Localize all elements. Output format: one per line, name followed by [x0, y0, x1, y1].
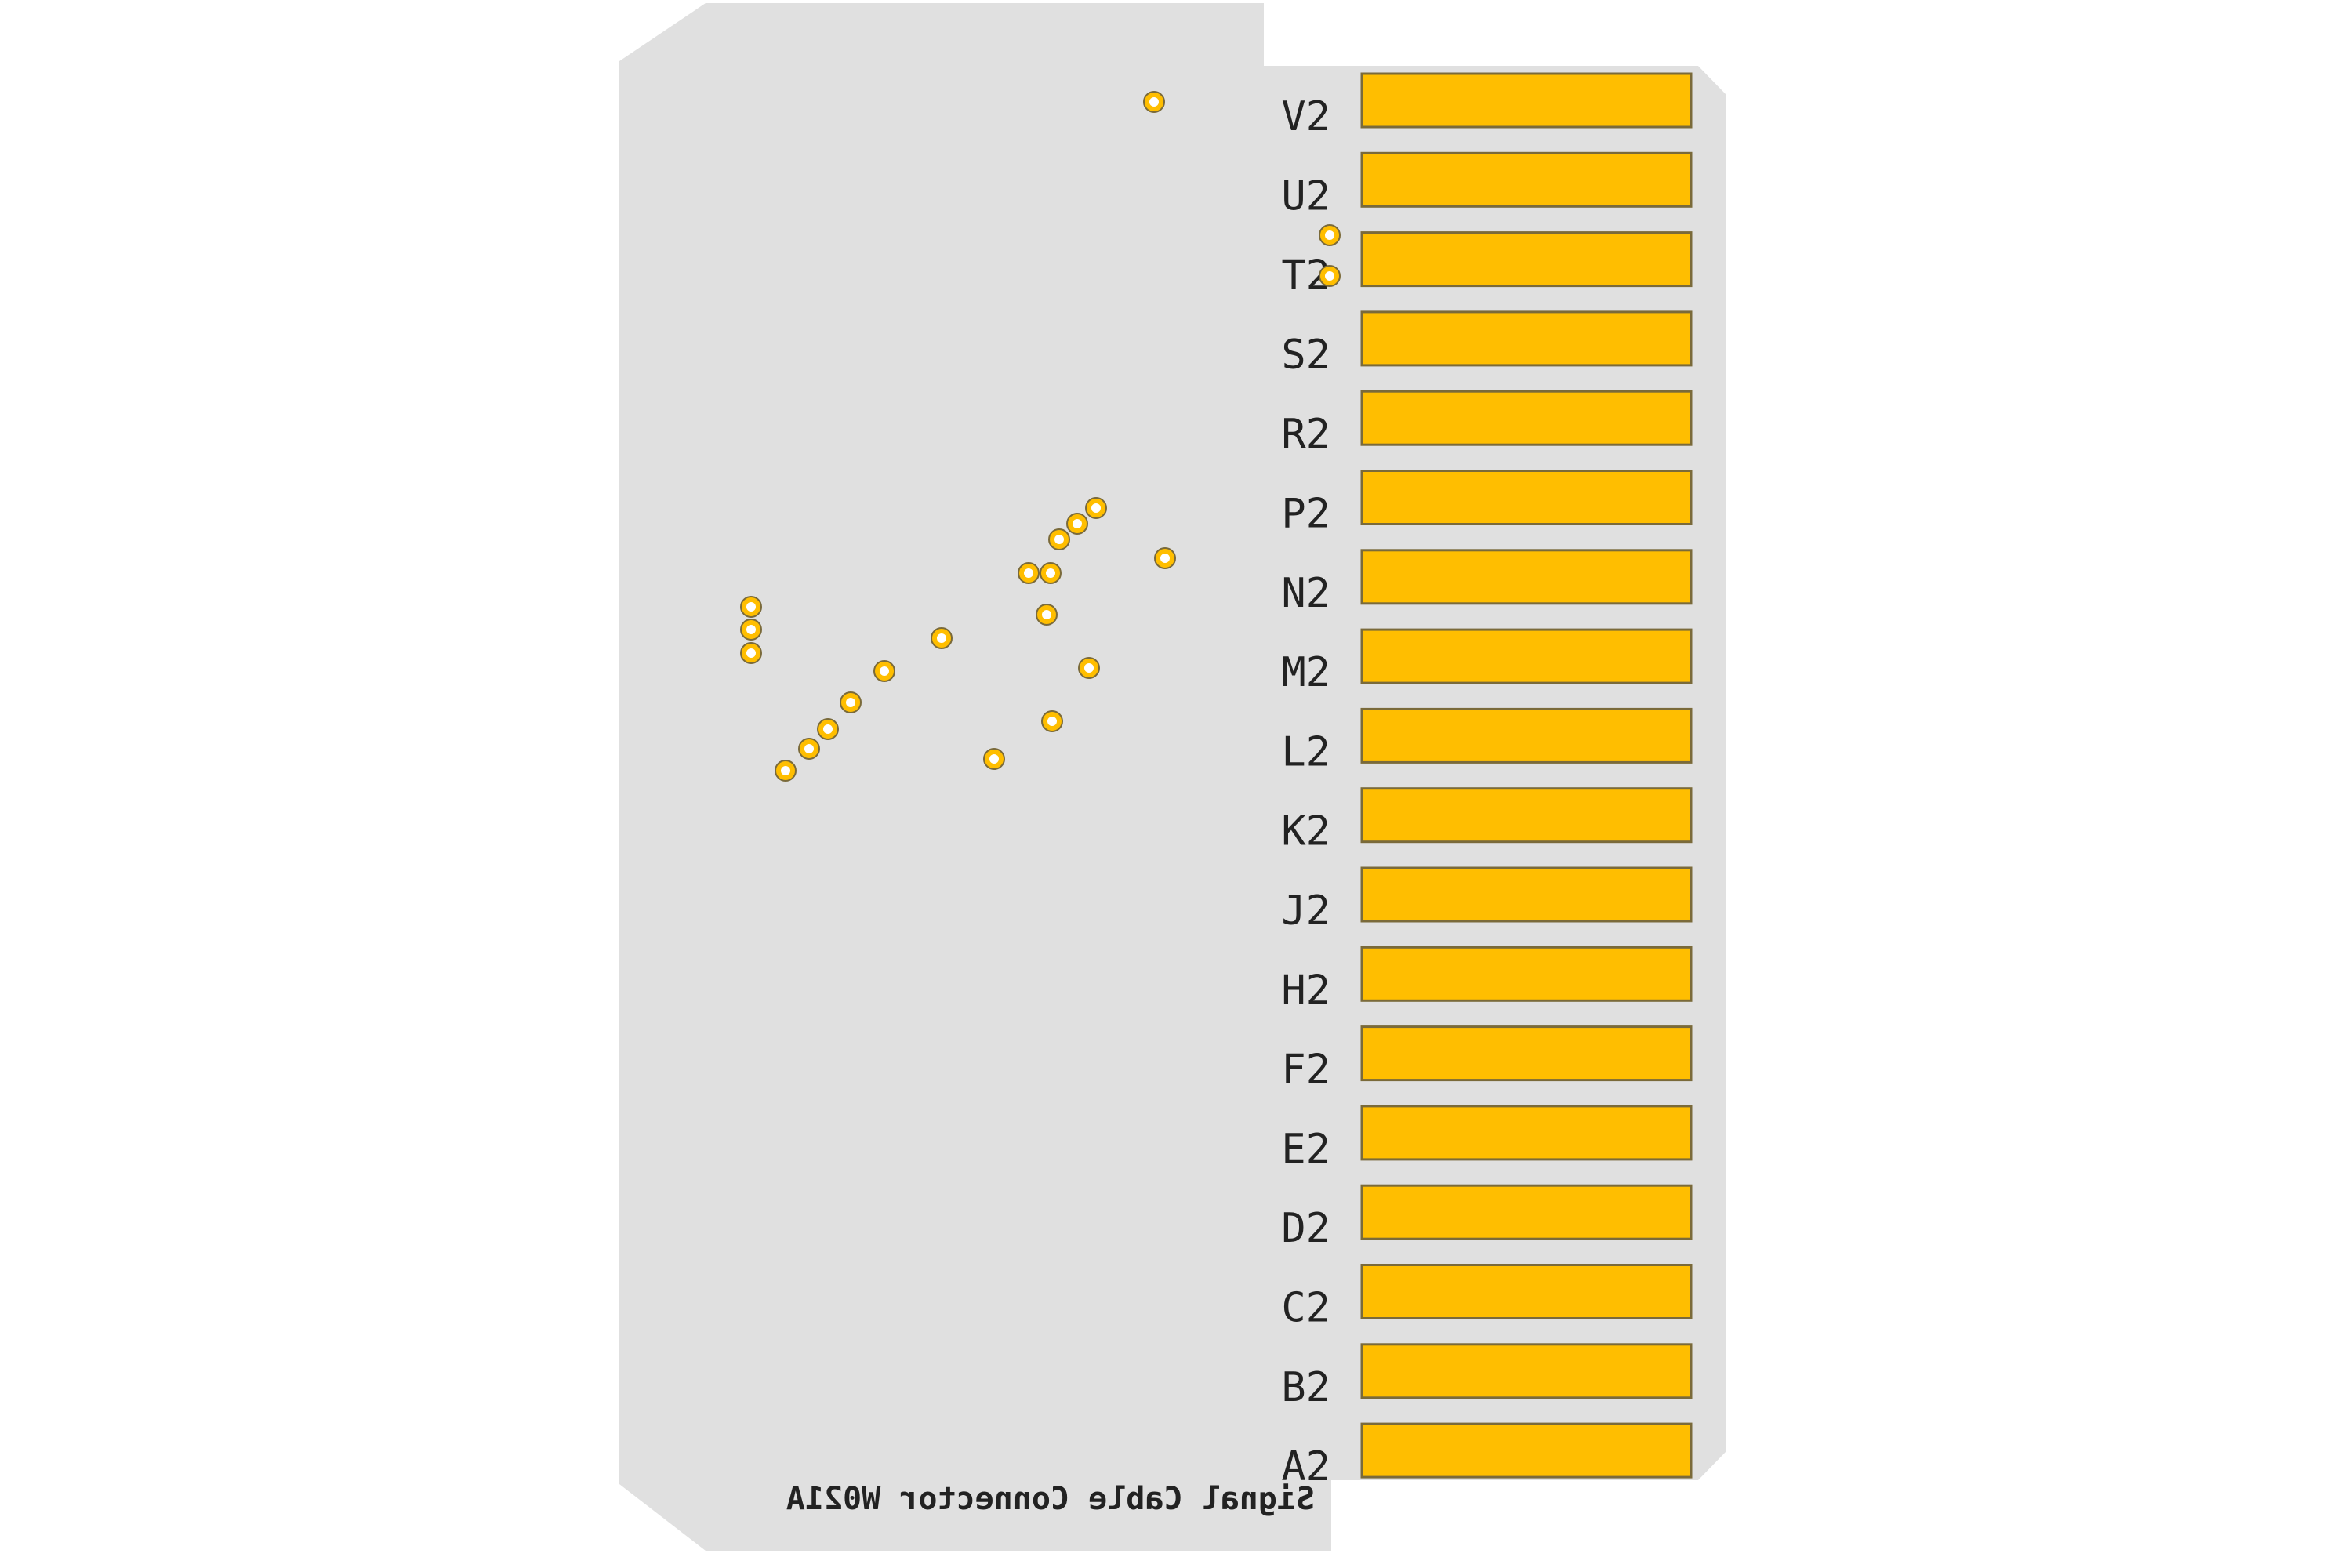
contact-pad-v2: [1360, 72, 1693, 129]
contact-label-l2: L2: [1281, 728, 1330, 775]
contact-label-j2: J2: [1281, 887, 1330, 935]
via-hole: [1084, 663, 1094, 673]
via-hole: [989, 754, 999, 764]
via-hole: [1024, 568, 1033, 578]
contact-pad-c2: [1360, 1264, 1693, 1319]
contact-pad-k2: [1360, 787, 1693, 844]
contact-label-k2: K2: [1281, 808, 1330, 855]
via-hole: [1046, 568, 1055, 578]
contact-pad-s2: [1360, 310, 1693, 367]
via-hole: [1042, 610, 1051, 619]
contact-pad-n2: [1360, 549, 1693, 605]
contact-pad-t2: [1360, 231, 1693, 288]
via-hole: [846, 698, 855, 707]
via-hole: [1091, 503, 1101, 513]
contact-pad-f2: [1360, 1025, 1693, 1082]
contact-pad-e2: [1360, 1105, 1693, 1161]
contact-pad-j2: [1360, 866, 1693, 923]
board-label: Signal Cable Connector W021A: [786, 1481, 1315, 1517]
contact-label-n2: N2: [1281, 570, 1330, 617]
contact-label-u2: U2: [1281, 172, 1330, 220]
via-hole: [1325, 230, 1334, 240]
via-hole: [880, 666, 889, 676]
via-hole: [1160, 554, 1170, 563]
contact-pad-d2: [1360, 1184, 1693, 1240]
contact-label-a2: A2: [1281, 1443, 1330, 1490]
contact-label-h2: H2: [1281, 967, 1330, 1014]
contact-pad-p2: [1360, 470, 1693, 525]
via-hole: [1073, 519, 1082, 528]
contact-label-m2: M2: [1281, 649, 1330, 696]
pcb-board: [619, 3, 1726, 1551]
via-hole: [1325, 271, 1334, 281]
contact-pad-r2: [1360, 390, 1693, 446]
contact-pad-u2: [1360, 151, 1693, 208]
via-hole: [1149, 97, 1159, 107]
via-hole: [937, 633, 946, 643]
contact-label-p2: P2: [1281, 491, 1330, 538]
contact-pad-m2: [1360, 628, 1693, 684]
contact-label-f2: F2: [1281, 1047, 1330, 1094]
contact-label-c2: C2: [1281, 1285, 1330, 1332]
contact-pad-a2: [1360, 1422, 1693, 1479]
contact-label-e2: E2: [1281, 1126, 1330, 1173]
contact-label-s2: S2: [1281, 332, 1330, 379]
contact-label-r2: R2: [1281, 411, 1330, 458]
via-group: [740, 91, 1341, 782]
contact-label-d2: D2: [1281, 1205, 1330, 1252]
contact-pad-b2: [1360, 1343, 1693, 1399]
contact-label-v2: V2: [1281, 93, 1330, 140]
via-hole: [1054, 535, 1064, 544]
via-hole: [804, 744, 814, 753]
via-hole: [746, 648, 756, 658]
via-hole: [746, 625, 756, 634]
contact-pad-h2: [1360, 946, 1693, 1002]
contact-label-b2: B2: [1281, 1364, 1330, 1411]
contact-pad-l2: [1360, 707, 1693, 764]
via-hole: [1047, 717, 1057, 726]
via-hole: [823, 724, 833, 734]
via-hole: [746, 602, 756, 612]
via-hole: [781, 766, 790, 775]
